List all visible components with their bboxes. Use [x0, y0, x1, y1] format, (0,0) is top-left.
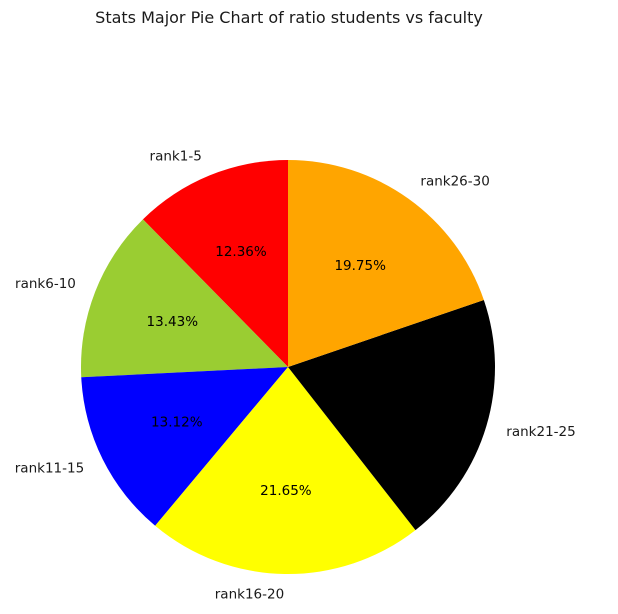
- slice-percentage-label: 19.75%: [334, 258, 386, 274]
- slice-label: rank21-25: [506, 424, 575, 440]
- slice-percentage-label: 13.43%: [147, 314, 199, 330]
- chart-title: Stats Major Pie Chart of ratio students …: [95, 8, 483, 27]
- slice-label: rank6-10: [15, 276, 76, 292]
- pie-slice-rank21-25: [288, 299, 495, 531]
- slice-label: rank11-15: [15, 461, 84, 477]
- slice-percentage-label: 21.65%: [260, 483, 312, 499]
- slice-percentage-label: 12.36%: [215, 244, 267, 260]
- slice-label: rank16-20: [215, 587, 284, 603]
- pie-slices: [80, 160, 495, 575]
- slice-label: rank1-5: [150, 148, 202, 164]
- pie-slice-rank26-30: [288, 160, 484, 367]
- pie-slice-rank11-15: [81, 367, 288, 526]
- pie-slice-rank1-5: [142, 160, 288, 367]
- pie-slice-rank6-10: [80, 219, 288, 378]
- slice-percentage-label: 13.12%: [151, 414, 203, 430]
- slice-label: rank26-30: [420, 174, 489, 190]
- pie-slice-rank16-20: [155, 367, 416, 575]
- pie-labels: rank1-5 12.36% rank6-10 13.43% rank11-15 13.1…: [15, 148, 576, 602]
